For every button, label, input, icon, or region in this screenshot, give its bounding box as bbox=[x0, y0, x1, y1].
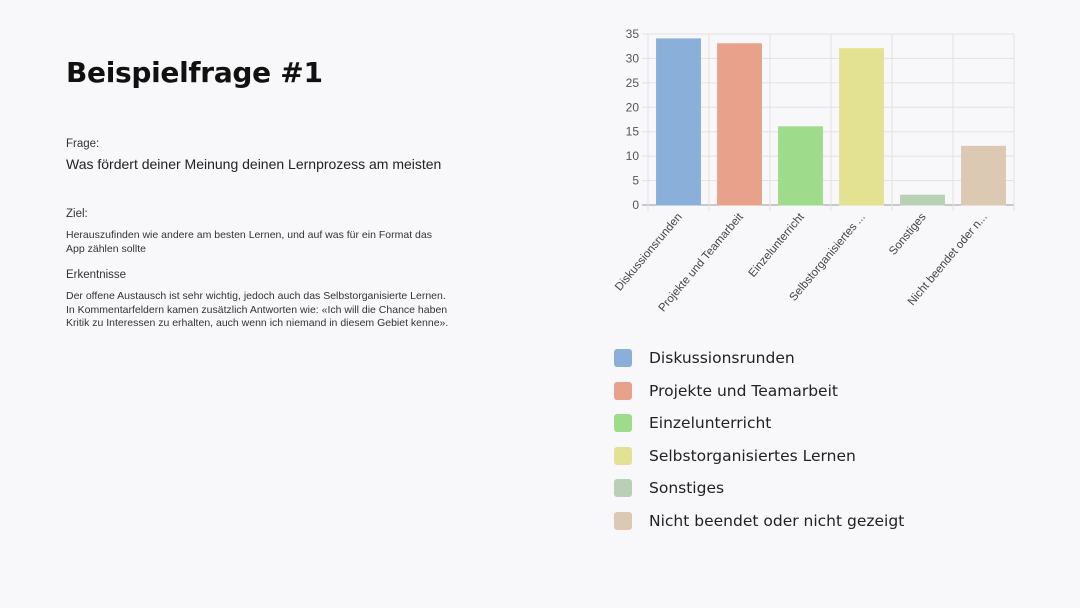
legend-swatch bbox=[614, 511, 632, 530]
y-tick-label: 25 bbox=[626, 76, 640, 90]
bar-sonstiges[interactable] bbox=[900, 194, 945, 206]
slide-title: Beispielfrage #1 bbox=[66, 56, 323, 89]
x-tick-label: Sonstiges bbox=[887, 211, 929, 258]
question-text: Was fördert deiner Meinung deinen Lernpr… bbox=[66, 156, 442, 172]
legend-label: Nicht beendet oder nicht gezeigt bbox=[649, 511, 905, 530]
x-tick-label: Einzelunterricht bbox=[747, 211, 808, 280]
bar-nicht-beendet-oder-nicht-gezeigt[interactable] bbox=[961, 145, 1006, 206]
chart-legend: Diskussionsrunden Projekte und Teamarbeit… bbox=[614, 348, 904, 544]
legend-swatch bbox=[614, 414, 632, 433]
legend-item[interactable]: Selbstorganisiertes Lernen bbox=[614, 446, 904, 466]
goal-text: Herauszufinden wie andere am besten Lern… bbox=[66, 229, 432, 255]
y-tick-label: 15 bbox=[626, 125, 640, 139]
y-tick-label: 30 bbox=[626, 51, 640, 65]
chart-grid bbox=[642, 33, 1015, 211]
bar-projekte-und-teamarbeit[interactable] bbox=[717, 43, 762, 206]
legend-label: Diskussionsrunden bbox=[649, 349, 795, 367]
bar-einzelunterricht[interactable] bbox=[778, 126, 823, 206]
bar-diskussionsrunden[interactable] bbox=[656, 38, 701, 206]
insights-text: Der offene Austausch ist sehr wichtig, j… bbox=[66, 290, 449, 329]
legend-swatch bbox=[614, 349, 632, 367]
legend-item[interactable]: Einzelunterricht bbox=[614, 413, 904, 433]
legend-item[interactable]: Nicht beendet oder nicht gezeigt bbox=[614, 511, 904, 531]
legend-item[interactable]: Sonstiges bbox=[614, 478, 904, 498]
y-tick-label: 0 bbox=[632, 198, 639, 212]
legend-swatch bbox=[614, 381, 632, 400]
legend-label: Sonstiges bbox=[649, 479, 725, 498]
question-label: Frage: bbox=[66, 138, 100, 150]
legend-swatch bbox=[614, 479, 632, 498]
bar-selbstorganisiertes-lernen[interactable] bbox=[839, 48, 884, 206]
insights-label: Erkentnisse bbox=[66, 269, 127, 281]
legend-item[interactable]: Projekte und Teamarbeit bbox=[614, 381, 904, 401]
legend-swatch bbox=[614, 446, 632, 465]
bar-chart: 05101520253035DiskussionsrundenProjekte … bbox=[613, 27, 1015, 314]
y-tick-label: 5 bbox=[632, 174, 639, 188]
y-tick-label: 35 bbox=[626, 27, 640, 41]
goal-label: Ziel: bbox=[66, 208, 88, 220]
legend-label: Selbstorganisiertes Lernen bbox=[649, 446, 856, 465]
y-tick-label: 20 bbox=[626, 100, 640, 114]
y-tick-label: 10 bbox=[626, 149, 640, 163]
legend-label: Projekte und Teamarbeit bbox=[649, 381, 838, 400]
chart-bars bbox=[656, 38, 1006, 206]
legend-label: Einzelunterricht bbox=[649, 414, 772, 433]
x-tick-label: Diskussionsrunden bbox=[613, 211, 685, 293]
legend-item[interactable]: Diskussionsrunden bbox=[614, 348, 904, 368]
